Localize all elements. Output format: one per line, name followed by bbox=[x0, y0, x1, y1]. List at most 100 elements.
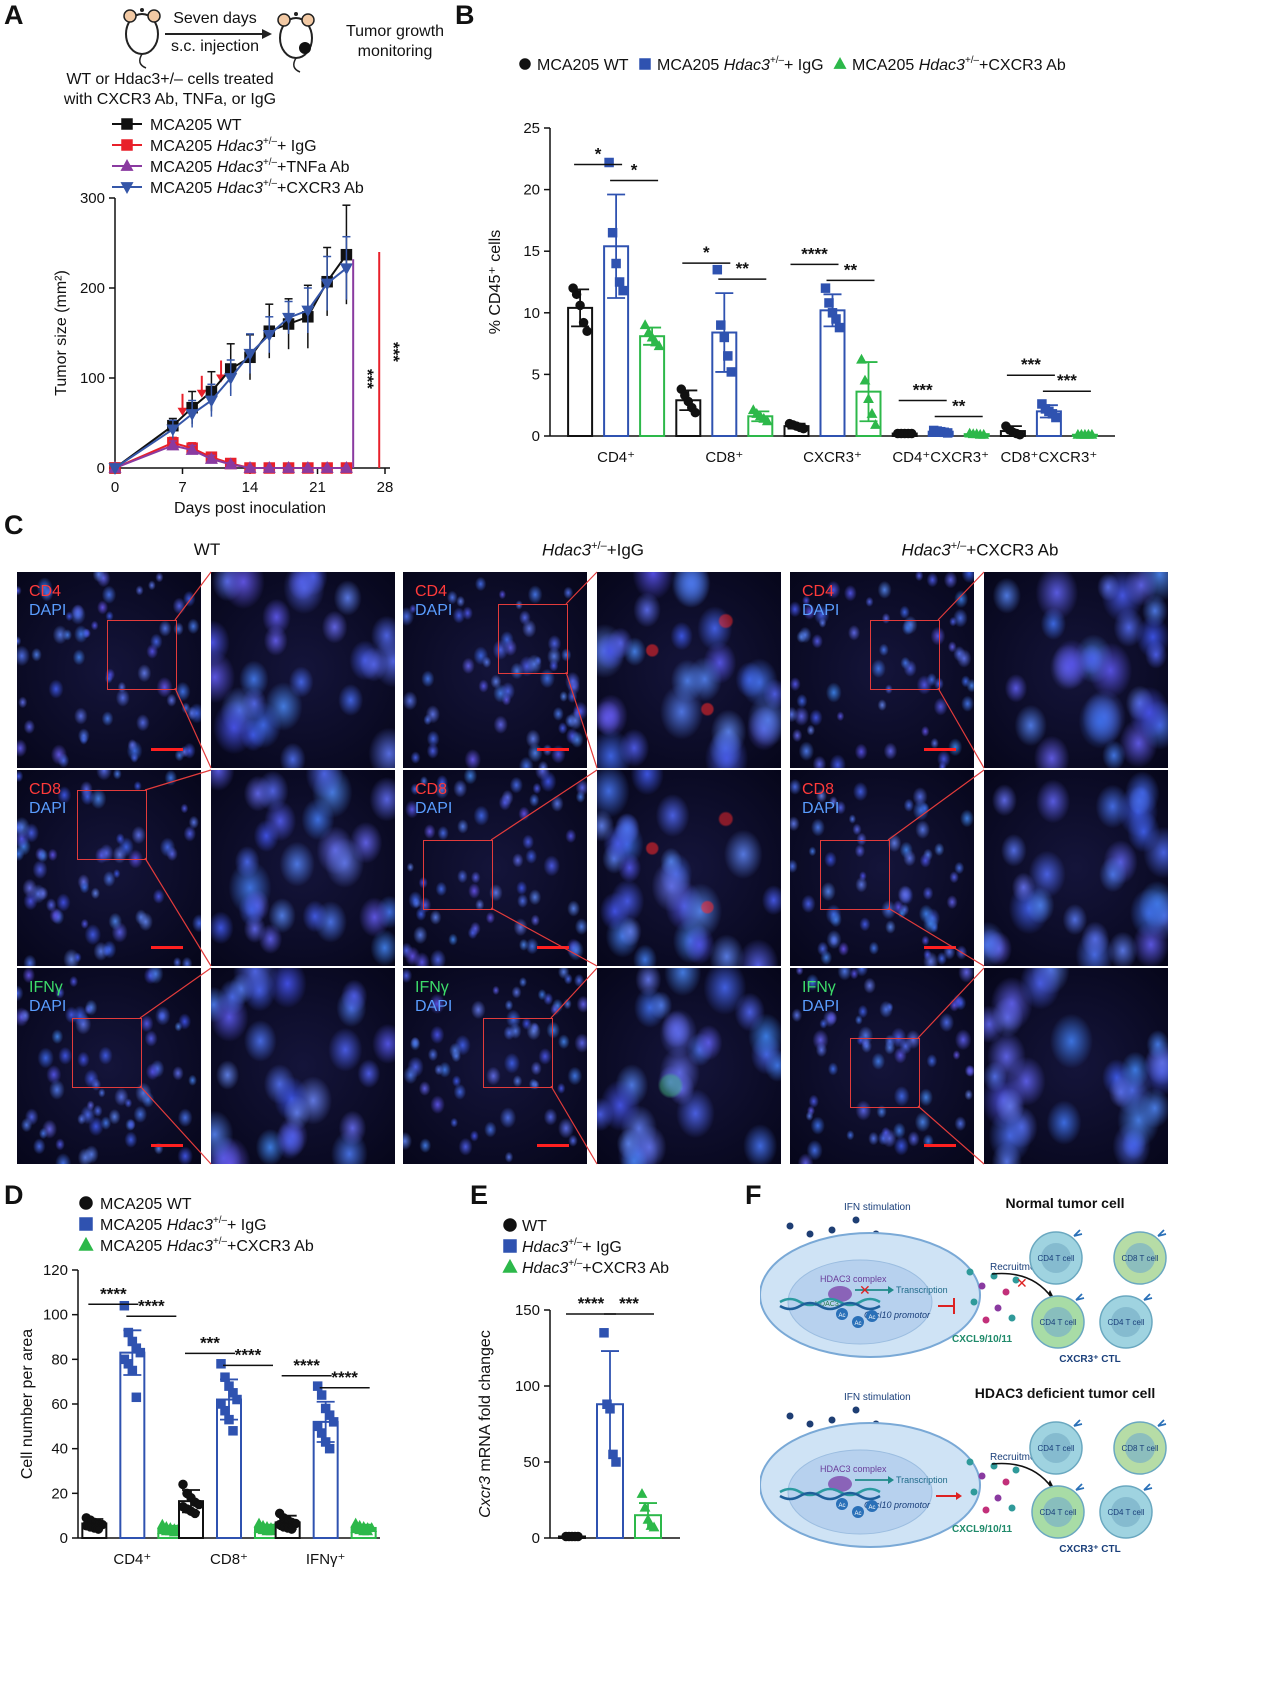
significance-label: **** bbox=[801, 244, 828, 263]
receptor-icon bbox=[1075, 1483, 1085, 1491]
t-cell-label: CD4 T cell bbox=[1107, 1508, 1144, 1517]
data-point bbox=[185, 409, 199, 421]
t-cell-label: CD4 T cell bbox=[1107, 1318, 1144, 1327]
x-tick-label: 7 bbox=[178, 479, 186, 496]
significance-label: **** bbox=[235, 1345, 262, 1364]
data-point bbox=[324, 1443, 335, 1454]
zoom-region-box bbox=[870, 620, 940, 690]
data-point bbox=[216, 1359, 226, 1369]
stain-name: CD4 bbox=[29, 583, 62, 600]
stain-label: CD8 DAPI bbox=[29, 780, 66, 818]
y-axis-label: Cell number per area bbox=[19, 1329, 36, 1479]
ac-group bbox=[866, 1500, 878, 1512]
y-tick-label: 150 bbox=[515, 1302, 540, 1319]
panel-d-bar-chart: MCA205 WT MCA205 Hdac3+/–​+ IgG MCA205 Hda… bbox=[19, 1196, 380, 1568]
dna-strand bbox=[779, 1491, 881, 1501]
x-tick-label: 21 bbox=[309, 479, 326, 496]
stain-name: IFNγ bbox=[29, 979, 63, 996]
receptor-icon bbox=[1073, 1229, 1083, 1237]
chemokine-dot bbox=[978, 1472, 986, 1480]
data-point bbox=[690, 407, 701, 418]
data-point bbox=[942, 428, 953, 438]
counterstain-name: DAPI bbox=[415, 602, 453, 619]
data-point bbox=[712, 264, 723, 275]
micrograph-overview: CD8 DAPI bbox=[790, 770, 974, 966]
data-point bbox=[575, 300, 585, 311]
data-point bbox=[320, 278, 334, 291]
significance-label: **** bbox=[331, 1368, 358, 1387]
cells-treatment-line-1: WT or Hdac3+/– cells treated bbox=[66, 71, 274, 88]
micrograph-overview: CD4 DAPI bbox=[790, 572, 974, 768]
scale-bar bbox=[924, 1144, 956, 1147]
receptor-icon bbox=[1143, 1293, 1153, 1301]
stain-name: CD8 bbox=[415, 781, 448, 798]
bar bbox=[119, 1351, 146, 1539]
data-point bbox=[262, 329, 276, 342]
mouse-icon bbox=[123, 8, 161, 69]
significance-label: ** bbox=[952, 396, 966, 415]
chemokine-dot bbox=[970, 1298, 978, 1306]
data-point bbox=[599, 1328, 609, 1338]
x-tick-label: 28 bbox=[377, 479, 394, 496]
ifn-label: IFN stimulation bbox=[844, 1202, 911, 1213]
legend-marker bbox=[639, 58, 651, 70]
category-label: CD8⁺ bbox=[705, 449, 743, 466]
stain-name: CD4 bbox=[802, 583, 835, 600]
data-point bbox=[646, 331, 658, 342]
data-point bbox=[604, 157, 614, 168]
chemokine-dot bbox=[966, 1458, 974, 1466]
data-point bbox=[286, 1524, 297, 1534]
zoom-region-box bbox=[498, 604, 568, 674]
data-point bbox=[578, 317, 589, 328]
promotor-label: Cxcl10 promotor bbox=[864, 1500, 931, 1510]
data-point bbox=[978, 428, 990, 439]
data-point bbox=[224, 373, 238, 385]
legend-label: WT bbox=[522, 1218, 547, 1235]
column-title: Hdac3+/–+CXCR3 Ab bbox=[901, 540, 1059, 560]
transcription-label: Transcription bbox=[896, 1285, 948, 1295]
panel-letter-c: C bbox=[4, 510, 24, 540]
significance-label: ** bbox=[844, 260, 858, 279]
treatment-arrow-head bbox=[196, 389, 207, 398]
ifn-molecule bbox=[852, 1216, 860, 1224]
receptor-icon bbox=[1143, 1483, 1153, 1491]
category-label: CD4⁺ bbox=[597, 449, 635, 466]
t-cell-nucleus bbox=[1111, 1497, 1141, 1527]
data-point bbox=[820, 283, 831, 293]
data-point bbox=[224, 1414, 234, 1425]
counterstain-name: DAPI bbox=[802, 800, 840, 817]
data-point bbox=[108, 463, 122, 475]
legend-marker bbox=[120, 182, 134, 194]
counterstain-name: DAPI bbox=[29, 998, 67, 1015]
stain-name: IFNγ bbox=[802, 979, 836, 996]
y-tick-label: 0 bbox=[97, 460, 105, 477]
ifn-molecule bbox=[806, 1420, 814, 1428]
t-cell-nucleus bbox=[1041, 1433, 1071, 1463]
transcription-label: Transcription bbox=[896, 1475, 948, 1485]
ifn-molecule bbox=[828, 1226, 836, 1234]
data-point bbox=[282, 312, 296, 325]
t-cell-nucleus bbox=[1043, 1307, 1073, 1337]
dna-strand bbox=[779, 1301, 881, 1311]
y-tick-label: 100 bbox=[515, 1378, 540, 1395]
stain-name: IFNγ bbox=[415, 979, 449, 996]
legend-marker bbox=[79, 1196, 93, 1210]
y-tick-label: 15 bbox=[523, 243, 540, 260]
micrograph-zoom bbox=[597, 770, 781, 966]
data-point bbox=[204, 395, 218, 408]
data-point bbox=[339, 461, 353, 473]
scene-title: Normal tumor cell bbox=[1005, 1195, 1124, 1211]
micrograph-overview: IFNγ DAPI bbox=[790, 968, 974, 1164]
panel-letter-d: D bbox=[4, 1180, 24, 1210]
data-point bbox=[605, 1404, 615, 1414]
chemokine-dot bbox=[982, 1506, 990, 1514]
chemokine-dot bbox=[978, 1282, 986, 1290]
stain-label: CD8 DAPI bbox=[802, 780, 839, 818]
arrow-top-label: Seven days bbox=[173, 10, 257, 27]
receptor-icon bbox=[1157, 1229, 1167, 1237]
data-point bbox=[716, 320, 726, 330]
ac-label: Ac bbox=[838, 1313, 845, 1319]
ac-group bbox=[852, 1506, 864, 1518]
data-point bbox=[571, 289, 582, 300]
micrograph-overview: CD8 DAPI bbox=[17, 770, 201, 966]
